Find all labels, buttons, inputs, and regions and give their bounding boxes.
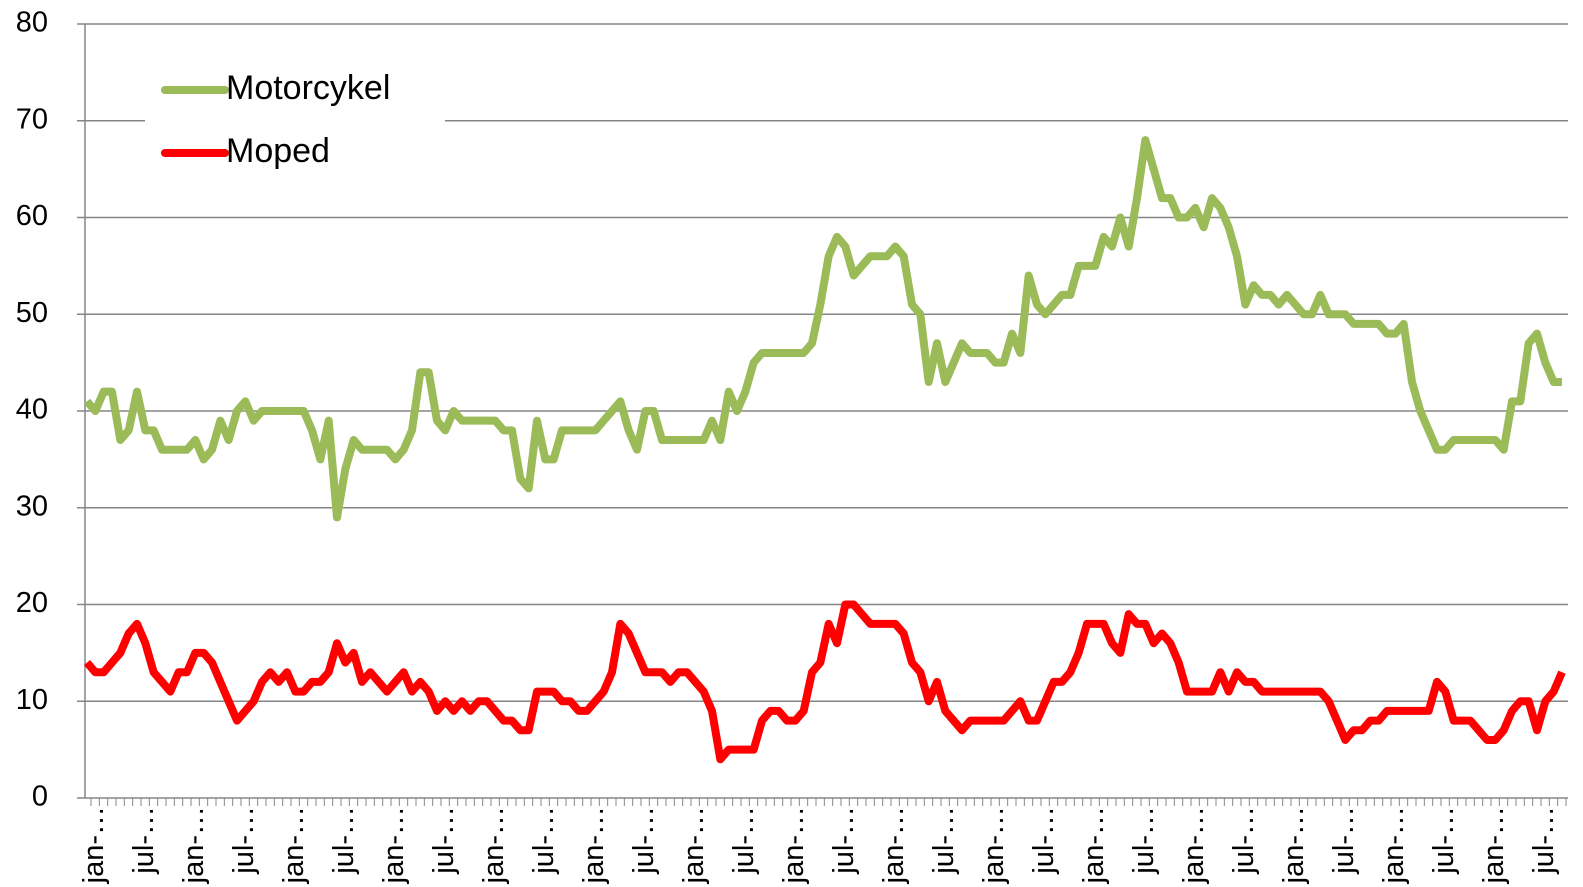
x-tick-label: jan-… (178, 806, 210, 884)
x-tick-label: jan-… (1078, 806, 1110, 884)
x-tick-label: jan-… (778, 806, 810, 884)
y-tick-label: 70 (16, 103, 48, 135)
x-tick-label: jul-… (728, 806, 760, 875)
x-tick-label: jan-… (978, 806, 1010, 884)
y-tick-label: 10 (16, 684, 48, 716)
x-tick-label: jul-… (928, 806, 960, 875)
x-tick-label: jul-… (1528, 806, 1560, 875)
x-tick-label: jan-… (378, 806, 410, 884)
y-tick-label: 30 (16, 490, 48, 522)
x-tick-label: jan-… (878, 806, 910, 884)
x-tick-label: jul-… (628, 806, 660, 875)
series-line (83, 600, 1566, 764)
x-tick-label: jan-… (1278, 806, 1310, 884)
x-tick-label: jul-… (1128, 806, 1160, 875)
x-tick-label: jan-… (78, 806, 110, 884)
x-tick-label: jan-… (478, 806, 510, 884)
x-tick-label: jan-… (1378, 806, 1410, 884)
y-tick-label: 80 (16, 7, 48, 39)
x-tick-label: jul-… (228, 806, 260, 875)
y-tick-label: 60 (16, 200, 48, 232)
legend-box (145, 58, 445, 188)
legend-label: Motorcykel (226, 69, 390, 107)
x-tick-label: jul-… (1228, 806, 1260, 875)
x-tick-label: jan-… (278, 806, 310, 884)
x-tick-label: jul-… (1428, 806, 1460, 875)
x-tick-label: jul-… (1028, 806, 1060, 875)
x-tick-label: jan-… (678, 806, 710, 884)
x-tick-label: jan-… (1478, 806, 1510, 884)
legend-label: Moped (226, 132, 330, 170)
x-tick-label: jul-… (428, 806, 460, 875)
y-tick-label: 50 (16, 297, 48, 329)
x-tick-label: jul-… (328, 806, 360, 875)
x-tick-label: jul-… (828, 806, 860, 875)
x-tick-label: jul-… (128, 806, 160, 875)
y-tick-label: 40 (16, 394, 48, 426)
series-line (83, 136, 1562, 522)
y-tick-label: 0 (32, 781, 48, 813)
y-tick-label: 20 (16, 587, 48, 619)
x-tick-label: jul-… (1328, 806, 1360, 875)
x-tick-label: jan-… (578, 806, 610, 884)
x-tick-label: jan-… (1178, 806, 1210, 884)
x-tick-label: jul-… (528, 806, 560, 875)
